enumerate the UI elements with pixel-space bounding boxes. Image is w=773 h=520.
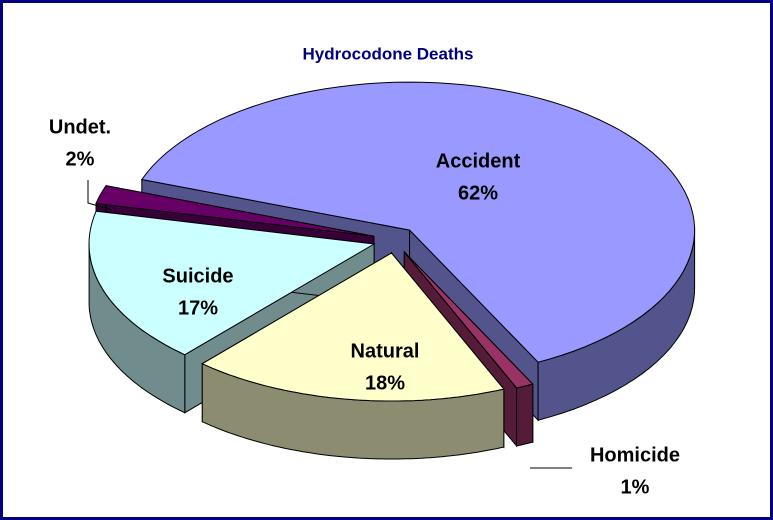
- leader-line: [87, 180, 113, 211]
- slice-label-value: 62%: [458, 182, 498, 204]
- slice-top: [95, 185, 374, 237]
- slice-label-name: Undet.: [49, 116, 111, 138]
- slice-side: [516, 383, 534, 447]
- slice-label-name: Natural: [351, 340, 420, 362]
- slice-top: [403, 251, 534, 389]
- slice: [201, 251, 505, 460]
- slice-label-value: 18%: [365, 372, 405, 394]
- chart-title: Hydrocodone Deaths: [303, 44, 474, 63]
- slice-label-name: Accident: [436, 150, 521, 172]
- slice-label-name: Homicide: [590, 444, 680, 466]
- slice-top: [201, 252, 505, 402]
- slice-label-name: Suicide: [162, 265, 233, 287]
- slice-top: [88, 210, 376, 356]
- slice-top: [140, 81, 696, 363]
- slice-label-value: 1%: [621, 476, 650, 498]
- slice-label-value: 2%: [66, 148, 95, 170]
- slice-label-value: 17%: [178, 297, 218, 319]
